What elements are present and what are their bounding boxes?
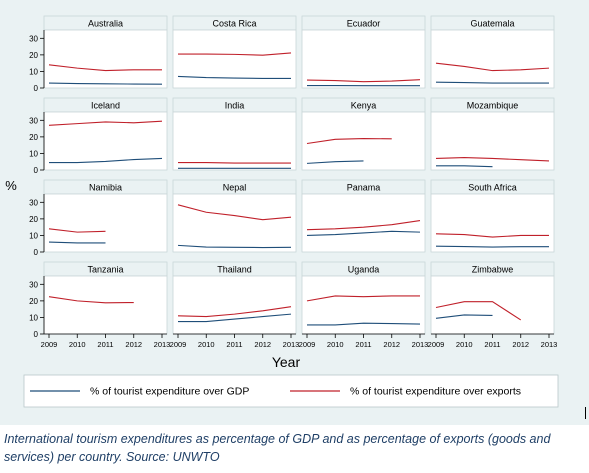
series-line-gdp-kenya: [306, 160, 364, 164]
x-tick-label: 2010: [327, 340, 344, 349]
series-line-exports-tanzania: [48, 296, 134, 304]
x-tick-label: 2010: [456, 340, 473, 349]
series-line-exports-namibia: [48, 228, 106, 233]
panel-plot-costa-rica: [172, 29, 297, 89]
panel-title-thailand: Thailand: [217, 265, 252, 275]
x-tick-label: 2012: [254, 340, 271, 349]
x-tick-label: 2009: [41, 340, 58, 349]
panel-plot-guatemala: [430, 29, 555, 89]
panel-title-ecuador: Ecuador: [347, 19, 381, 29]
panel-plot-thailand: [172, 275, 297, 335]
x-tick-label: 2009: [170, 340, 187, 349]
y-tick-label: 20: [29, 51, 38, 60]
panel-title-uganda: Uganda: [348, 265, 380, 275]
panel-title-namibia: Namibia: [89, 183, 122, 193]
text-cursor: [585, 407, 586, 419]
panel-title-nepal: Nepal: [223, 183, 247, 193]
panel-plot-mozambique: [430, 111, 555, 171]
panel-plot-india: [172, 111, 297, 171]
figure-caption: International tourism expenditures as pe…: [4, 432, 551, 464]
panel-plot-south-africa: [430, 193, 555, 253]
y-tick-label: 0: [34, 248, 39, 257]
series-line-exports-mozambique: [435, 157, 550, 162]
panel-title-zimbabwe: Zimbabwe: [472, 265, 514, 275]
series-line-exports-ecuador: [306, 79, 421, 83]
y-tick-label: 20: [29, 297, 38, 306]
x-tick-label: 2013: [541, 340, 558, 349]
x-tick-label: 2011: [226, 340, 242, 349]
panel-plot-ecuador: [301, 29, 426, 89]
panel-title-mozambique: Mozambique: [467, 101, 519, 111]
y-tick-label: 20: [29, 133, 38, 142]
x-tick-label: 2009: [299, 340, 316, 349]
series-line-exports-zimbabwe: [435, 301, 522, 321]
x-axis-title: Year: [272, 354, 301, 370]
series-line-gdp-panama: [306, 230, 421, 236]
panel-title-tanzania: Tanzania: [87, 265, 123, 275]
series-line-gdp-thailand: [178, 313, 292, 323]
x-tick-label: 2012: [383, 340, 400, 349]
y-tick-label: 30: [29, 34, 38, 43]
series-line-gdp-nepal: [177, 244, 292, 249]
x-tick-label: 2011: [97, 340, 113, 349]
panel-title-south-africa: South Africa: [468, 183, 517, 193]
y-tick-label: 10: [29, 149, 38, 158]
x-tick-label: 2011: [355, 340, 371, 349]
series-line-gdp-uganda: [307, 322, 421, 326]
y-tick-label: 10: [29, 313, 38, 322]
x-tick-label: 2010: [69, 340, 86, 349]
series-line-gdp-guatemala: [435, 81, 549, 84]
chart-svg: Australia 0 10 20 30 Costa Rica Ecuador Guatema…: [5, 15, 559, 408]
y-tick-label: 20: [29, 215, 38, 224]
series-line-gdp-australia: [48, 82, 163, 85]
x-tick-label: 2012: [125, 340, 142, 349]
panel-title-guatemala: Guatemala: [470, 19, 514, 29]
series-line-gdp-zimbabwe: [435, 314, 493, 319]
panel-plot-nepal: [172, 193, 297, 253]
series-line-exports-kenya: [306, 137, 392, 145]
panel-plot-australia: [43, 29, 168, 89]
x-tick-label: 2009: [428, 340, 445, 349]
series-line-gdp-costa-rica: [177, 75, 291, 79]
x-tick-label: 2010: [198, 340, 215, 349]
series-line-gdp-south-africa: [435, 245, 549, 248]
x-tick-label: 2013: [412, 340, 429, 349]
series-line-exports-south-africa: [435, 233, 549, 238]
panel-title-kenya: Kenya: [351, 101, 377, 111]
y-tick-label: 0: [34, 84, 39, 93]
panel-title-india: India: [225, 101, 245, 111]
y-axis-title: %: [5, 178, 17, 193]
panel-plot-zimbabwe: [430, 275, 555, 335]
series-line-exports-panama: [306, 219, 421, 231]
x-tick-label: 2013: [154, 340, 171, 349]
y-tick-label: 10: [29, 231, 38, 240]
legend-label-exports: % of tourist expenditure over exports: [350, 386, 521, 398]
series-line-exports-nepal: [177, 204, 292, 221]
chart-area: Australia 0 10 20 30 Costa Rica Ecuador Guatema…: [0, 0, 589, 425]
series-line-exports-iceland: [48, 120, 163, 126]
x-tick-label: 2013: [283, 340, 300, 349]
legend-label-gdp: % of tourist expenditure over GDP: [90, 386, 249, 398]
series-line-exports-costa-rica: [178, 52, 292, 56]
series-line-gdp-iceland: [49, 157, 163, 164]
y-tick-label: 0: [34, 166, 39, 175]
panel-title-panama: Panama: [347, 183, 381, 193]
panel-plot-tanzania: [43, 275, 168, 335]
y-tick-label: 30: [29, 280, 38, 289]
y-tick-label: 30: [29, 116, 38, 125]
series-line-exports-thailand: [177, 306, 292, 318]
series-line-exports-uganda: [306, 295, 420, 302]
series-line-exports-guatemala: [435, 62, 550, 72]
y-tick-label: 0: [34, 330, 39, 339]
series-line-gdp-namibia: [48, 241, 106, 244]
series-line-exports-australia: [48, 64, 162, 72]
y-tick-label: 10: [29, 67, 38, 76]
panel-title-costa-rica: Costa Rica: [212, 19, 256, 29]
y-tick-label: 30: [29, 198, 38, 207]
panel-title-iceland: Iceland: [91, 101, 120, 111]
panel-title-australia: Australia: [88, 19, 123, 29]
x-tick-label: 2012: [512, 340, 529, 349]
series-line-gdp-mozambique: [436, 165, 493, 168]
x-tick-label: 2011: [484, 340, 500, 349]
